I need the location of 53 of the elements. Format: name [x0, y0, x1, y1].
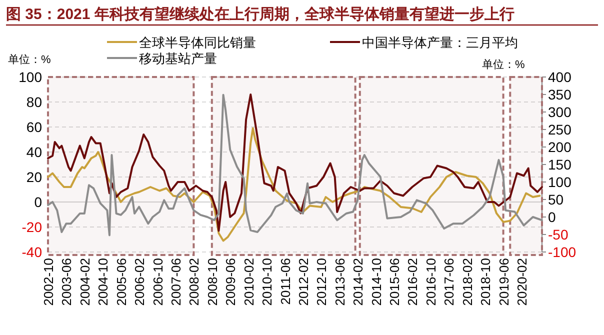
- x-tick-label: 2004-02: [77, 258, 92, 306]
- y2-tick-label: 150: [548, 156, 572, 172]
- x-tick-label: 2006-02: [132, 258, 148, 306]
- y-tick-label: 60: [26, 119, 42, 135]
- legend-label: 移动基站产量: [139, 51, 217, 66]
- y2-tick-label: 250: [548, 122, 572, 138]
- x-tick-label: 2016-02: [405, 258, 420, 306]
- x-tick-label: 2015-06: [387, 258, 402, 306]
- x-tick-label: 2002-10: [41, 258, 56, 306]
- x-tick-label: 2014-02: [350, 258, 366, 306]
- y2-tick-label: 350: [548, 86, 572, 102]
- y-tick-label: 100: [18, 69, 42, 85]
- y-tick-label: 40: [26, 144, 42, 160]
- x-tick-label: 2008-10: [204, 258, 220, 306]
- y2-tick-label: 400: [548, 69, 572, 85]
- legend-label: 全球半导体同比销量: [139, 35, 256, 50]
- x-tick-label: 2020-02: [514, 258, 530, 306]
- x-tick-label: 2018-02: [460, 258, 475, 306]
- x-tick-label: 2006-10: [150, 258, 166, 306]
- x-tick-label: 2009-06: [223, 258, 238, 306]
- y2-tick-label: 200: [548, 139, 572, 155]
- x-tick-label: 2010-10: [260, 258, 275, 306]
- x-tick-label: 2005-06: [114, 258, 129, 306]
- x-tick-label: 2007-06: [168, 258, 184, 306]
- x-tick-label: 2019-06: [496, 258, 512, 306]
- y2-tick-label: -50: [548, 226, 568, 242]
- x-tick-label: 2016-10: [423, 258, 438, 306]
- y-tick-label: 20: [26, 169, 42, 185]
- x-tick-label: 2004-10: [96, 258, 111, 306]
- y-tick-label: 0: [34, 194, 42, 210]
- y2-tick-label: 100: [548, 174, 572, 190]
- line-series: [47, 127, 541, 242]
- y2-tick-label: 50: [548, 192, 564, 208]
- y-tick-label: -20: [22, 219, 42, 235]
- y2-tick-label: 300: [548, 104, 572, 120]
- x-tick-label: 2012-02: [296, 258, 311, 306]
- chart-title: 图 35：2021 年科技有望继续处在上行周期，全球半导体销量有望进一步上行: [6, 5, 514, 23]
- legend-label: 中国半导体产量：三月平均: [362, 35, 518, 50]
- x-tick-label: 2012-10: [314, 258, 330, 306]
- x-tick-label: 2014-10: [368, 258, 384, 306]
- y-tick-label: -40: [22, 244, 42, 260]
- y2-tick-label: 0: [548, 209, 556, 225]
- y2-axis-title: 单位：%: [482, 58, 525, 71]
- y-tick-label: 80: [26, 94, 42, 110]
- x-tick-label: 2011-06: [278, 258, 293, 305]
- x-tick-label: 2003-06: [59, 258, 74, 306]
- x-tick-label: 2008-02: [186, 258, 202, 306]
- x-tick-label: 2018-10: [478, 258, 494, 306]
- x-tick-label: 2010-02: [241, 258, 256, 306]
- x-tick-label: 2013-06: [332, 258, 348, 306]
- x-tick-label: 2017-06: [442, 258, 457, 306]
- y-axis-title: 单位：%: [8, 53, 51, 66]
- y2-tick-label: -100: [548, 244, 576, 260]
